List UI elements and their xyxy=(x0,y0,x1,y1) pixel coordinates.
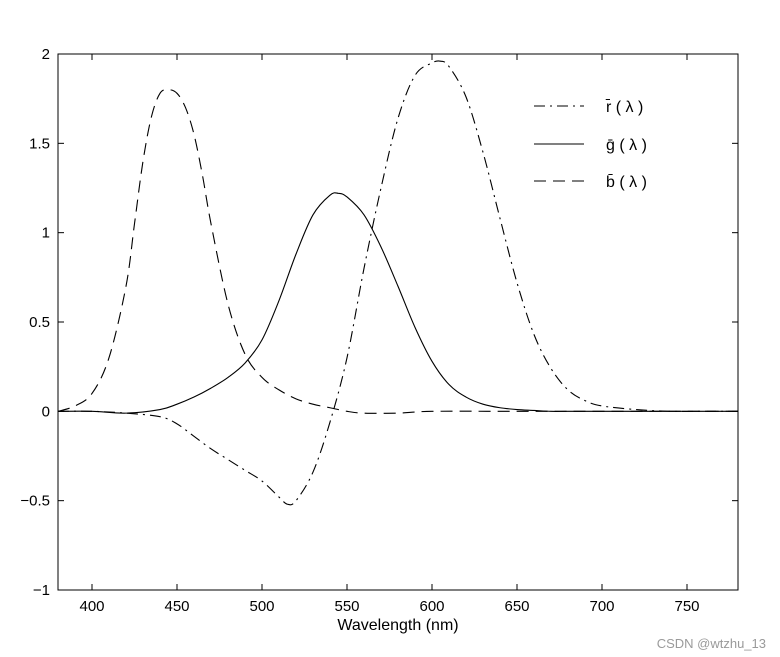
watermark: CSDN @wtzhu_13 xyxy=(656,636,766,651)
plot-frame xyxy=(57,53,739,591)
x-tick-label: 650 xyxy=(504,598,529,615)
y-tick-label: 0 xyxy=(42,403,50,420)
x-tick-label: 600 xyxy=(419,598,444,615)
axis-ticks xyxy=(58,53,738,591)
x-tick-label: 550 xyxy=(334,598,359,615)
y-tick-label: 0.5 xyxy=(29,314,50,331)
legend-entry-g: ḡ ( λ ) xyxy=(606,137,647,154)
x-axis-title: Wavelength (nm) xyxy=(337,617,458,634)
y-tick-label: −0.5 xyxy=(20,493,50,510)
y-tick-label: −1 xyxy=(33,582,50,599)
legend-entry-b: b̄ ( λ ) xyxy=(606,174,647,191)
axis-tick-labels: 400 450 500 550 600 650 700 750 −1 −0.5 0 0.5 1 1.5 2 xyxy=(20,46,699,615)
x-tick-label: 500 xyxy=(249,598,274,615)
x-tick-label: 750 xyxy=(674,598,699,615)
legend: r̄ ( λ ) ḡ ( λ ) b̄ ( λ ) xyxy=(534,98,647,191)
y-tick-label: 1.5 xyxy=(29,135,50,152)
x-tick-label: 450 xyxy=(164,598,189,615)
series-group xyxy=(58,60,738,506)
y-tick-label: 1 xyxy=(42,225,50,242)
plot-area xyxy=(57,53,739,591)
x-tick-label: 700 xyxy=(589,598,614,615)
legend-entry-r: r̄ ( λ ) xyxy=(605,98,643,116)
y-tick-label: 2 xyxy=(42,46,50,63)
x-tick-label: 400 xyxy=(79,598,104,615)
series-g-line xyxy=(58,192,738,414)
series-r-line xyxy=(58,60,738,506)
